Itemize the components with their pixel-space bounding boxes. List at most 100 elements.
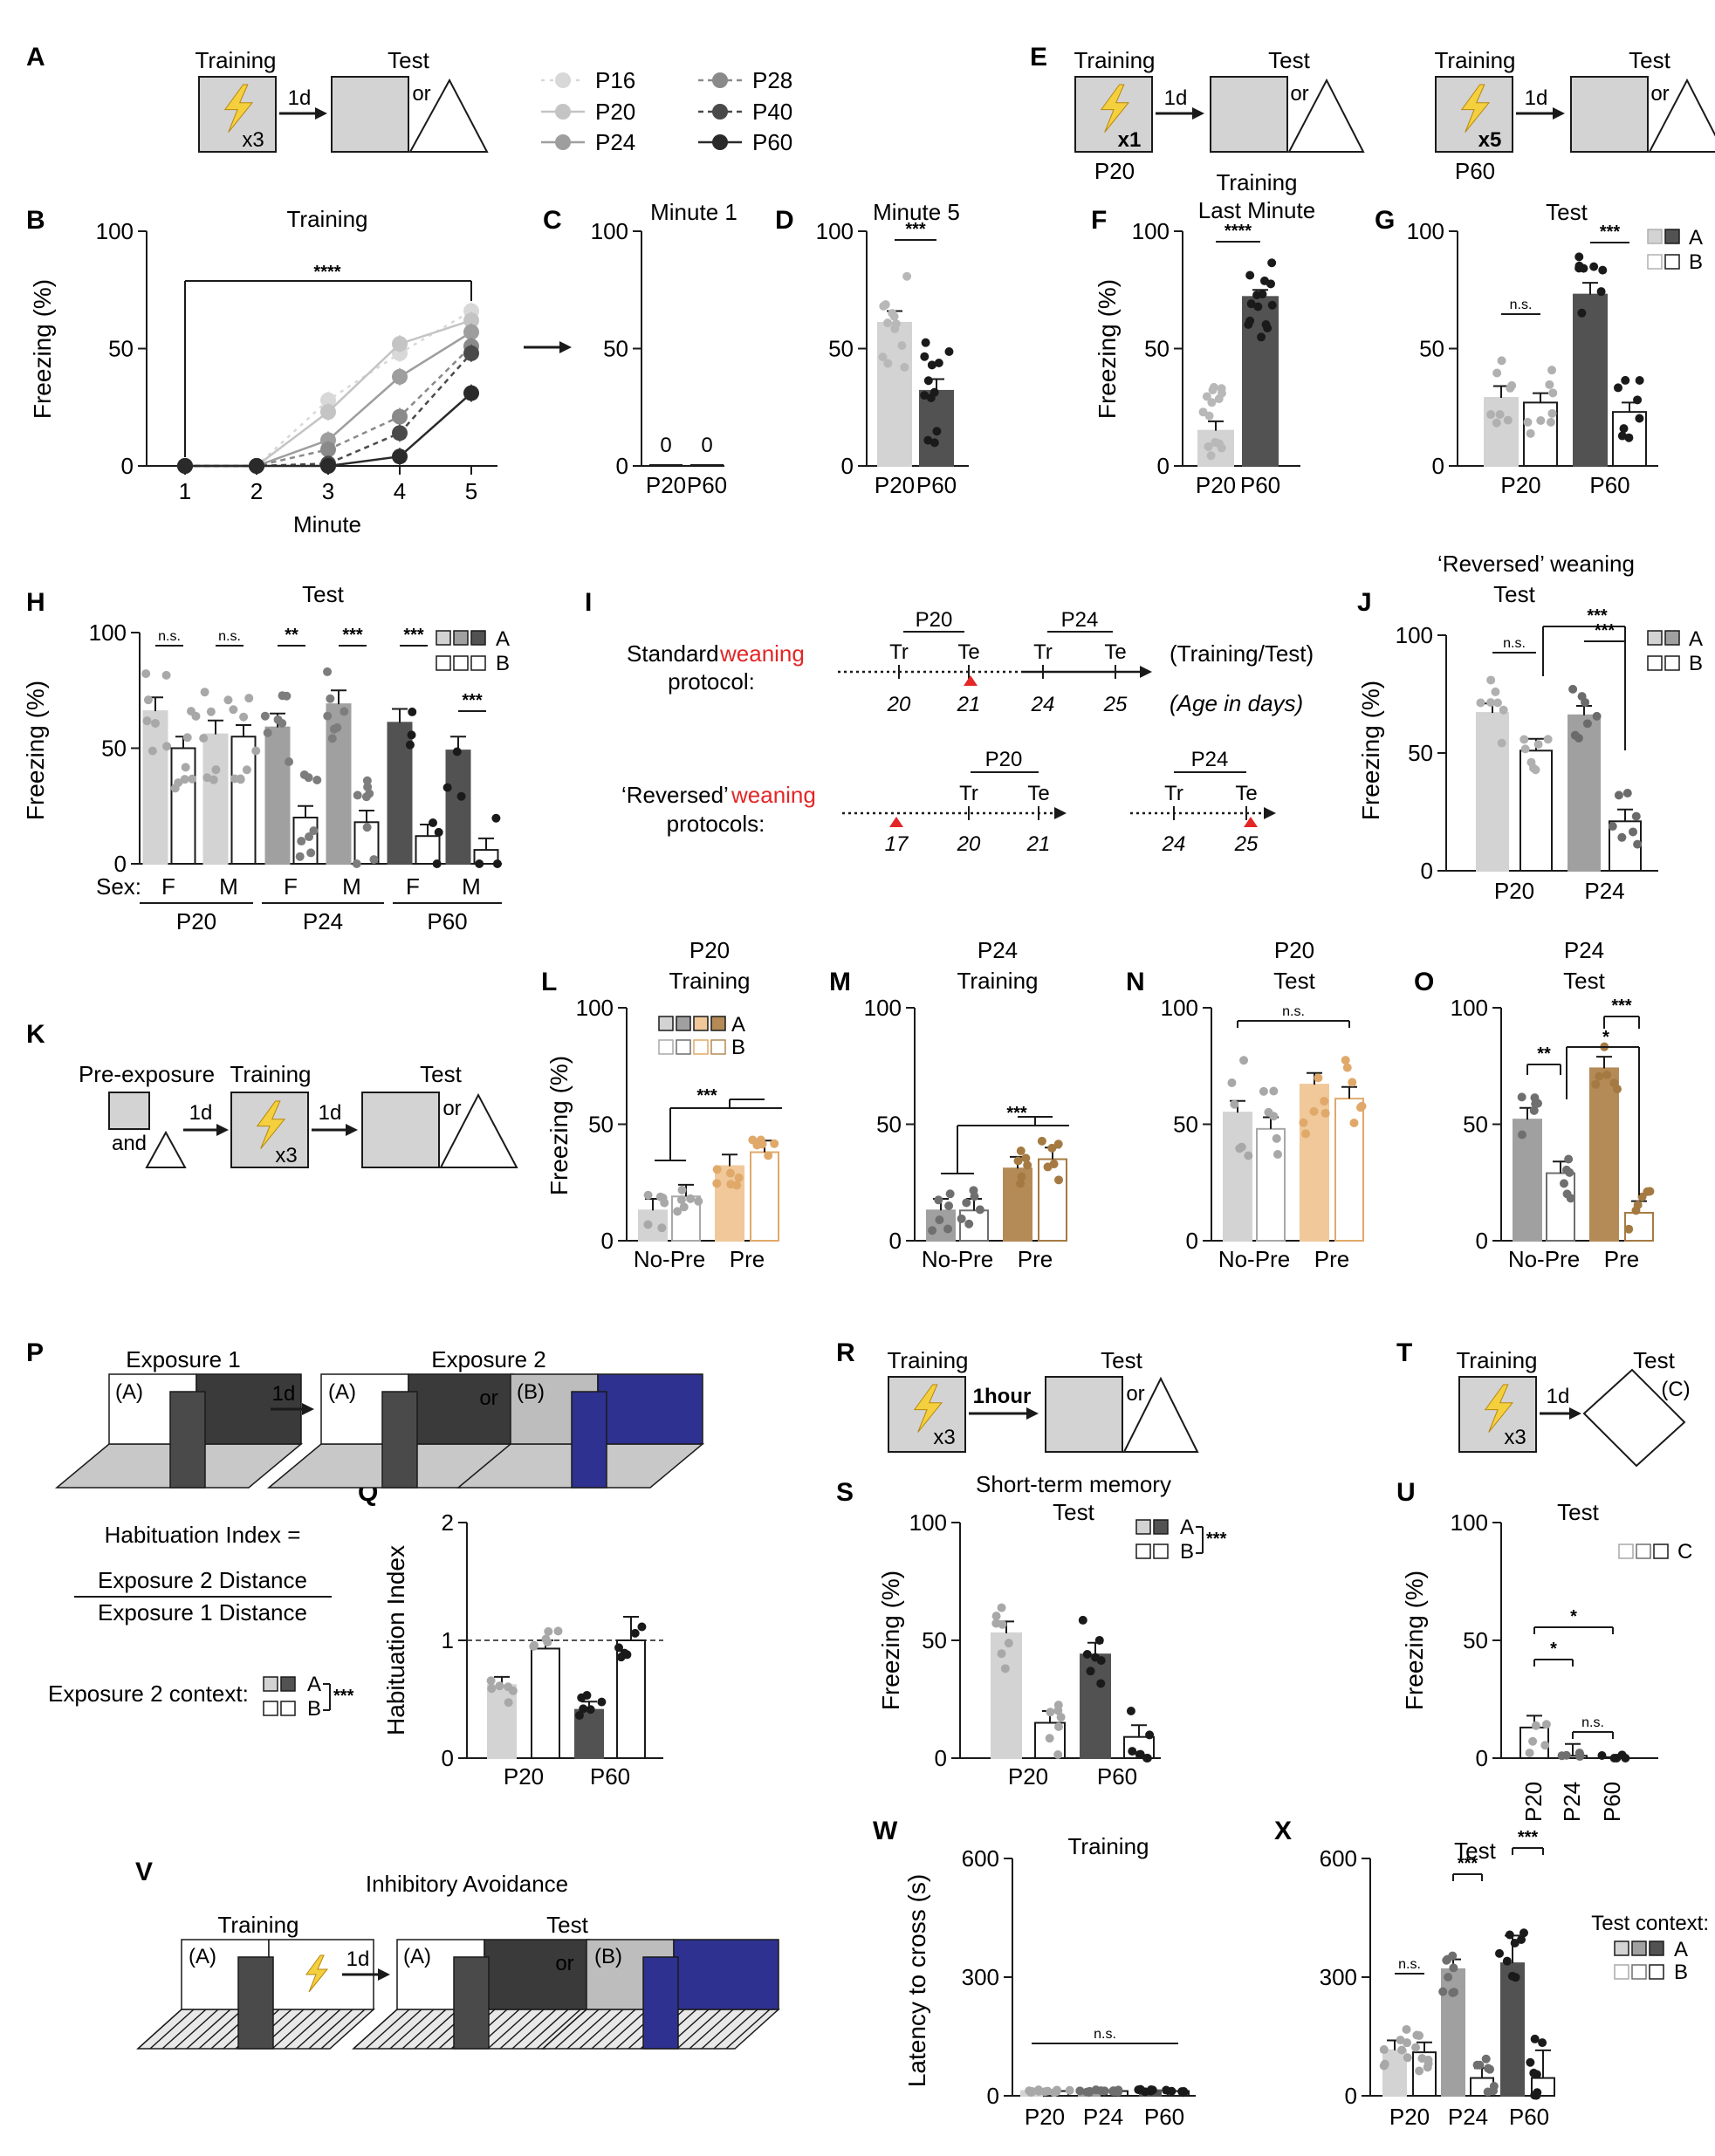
data-point [676,1195,686,1205]
test-b-box-grid-bar [725,2009,771,2050]
data-point [934,1195,943,1205]
chart-title: Training [1217,169,1298,195]
data-point [1541,1720,1551,1729]
data-point [1217,443,1226,453]
x-tick-label: P60 [687,472,727,498]
legend-swatch [1614,1940,1629,1956]
legend-swatch [470,630,486,646]
bar [750,1151,779,1242]
data-point [944,346,954,356]
data-point [1547,366,1557,375]
x-tick-label: 4 [394,478,406,504]
diagram-step-label: Exposure 1 [126,1346,241,1372]
data-point [1253,302,1263,311]
panel-label: A [26,43,45,72]
data-point [1142,1754,1152,1762]
data-point [352,859,361,868]
y-axis-label: Habituation Index [382,1545,409,1735]
data-point [1237,1142,1246,1152]
data-point [1526,2057,1535,2067]
data-point [312,776,322,785]
chart-title: Test [1454,1838,1496,1864]
data-point [323,667,333,676]
bar [487,1684,517,1760]
training-box-divider [237,1956,274,2050]
arrow-head [1026,1407,1039,1420]
bar [1038,1158,1067,1242]
significance-label: *** [333,1687,354,1706]
lightning-bolt-icon [305,1954,329,1993]
chart-title: P24 [978,937,1018,963]
significance-label: *** [1611,996,1632,1016]
context-a-box [108,1092,150,1130]
data-point [151,718,161,728]
y-tick-label: 0 [1421,858,1433,884]
legend-swatch [658,1039,674,1055]
data-point [883,318,893,328]
legend-label: A [1674,1938,1688,1961]
significance-label: n.s. [1398,1957,1421,1972]
y-tick-label: 600 [962,1845,999,1872]
data-point [1624,1224,1634,1234]
data-point [206,707,216,716]
x-tick-label: Pre [1314,1246,1349,1272]
data-point [353,791,362,800]
data-point [1141,2087,1150,2097]
data-point [1230,1099,1239,1109]
data-point [285,757,294,767]
data-point [643,1190,653,1200]
data-point [1114,2085,1123,2095]
data-point [1559,1179,1568,1188]
data-point [1577,692,1587,702]
significance-label: *** [1600,222,1621,242]
panel-arrow-head [559,341,572,353]
significance-label: n.s. [1282,1004,1305,1019]
data-point [1342,1063,1352,1072]
data-point [1177,2087,1187,2097]
interval-label: 1d [1547,1385,1570,1408]
significance-label: * [1570,1607,1577,1626]
legend-swatch [693,1016,709,1031]
data-point [1481,2054,1491,2064]
context-label: (A) [403,1945,431,1968]
x-tick-label: P24 [1448,2104,1488,2130]
y-tick-label: 1 [442,1627,454,1653]
bar [991,1632,1022,1760]
panel-label: H [26,588,45,617]
data-point [1245,270,1255,280]
data-point [1619,424,1629,434]
data-point [962,1198,971,1208]
arrow-head [1192,107,1204,120]
data-point [1244,320,1253,330]
legend-swatch [1636,1543,1651,1559]
bar [1573,293,1608,467]
bar [1003,1167,1032,1242]
significance-label: ** [285,626,298,645]
chart-title: Minute 1 [650,199,737,225]
legend-swatch [1631,1964,1647,1980]
data-point [487,1684,497,1694]
context-a-box [1570,76,1649,153]
legend-swatch [1647,630,1663,646]
data-point [1444,1973,1453,1982]
panel-label: J [1357,588,1372,617]
data-point [362,823,372,832]
data-point [162,742,172,751]
data-point [1635,414,1644,423]
data-point [1633,395,1643,405]
x-tick-label: P24 [1584,878,1624,904]
day-label: 24 [1162,832,1186,856]
legend-swatch [280,1676,296,1692]
data-point [1484,2064,1493,2073]
data-point [392,336,408,352]
legend-swatch [280,1701,296,1716]
data-point [1341,1056,1350,1065]
data-point [1582,719,1592,729]
age-label: P20 [916,608,953,632]
data-point [297,837,306,846]
lightning-bolt-icon [1100,84,1130,133]
group-label: P24 [303,908,343,934]
data-point [748,1135,758,1145]
data-point [452,747,462,756]
data-point [1449,1963,1458,1973]
